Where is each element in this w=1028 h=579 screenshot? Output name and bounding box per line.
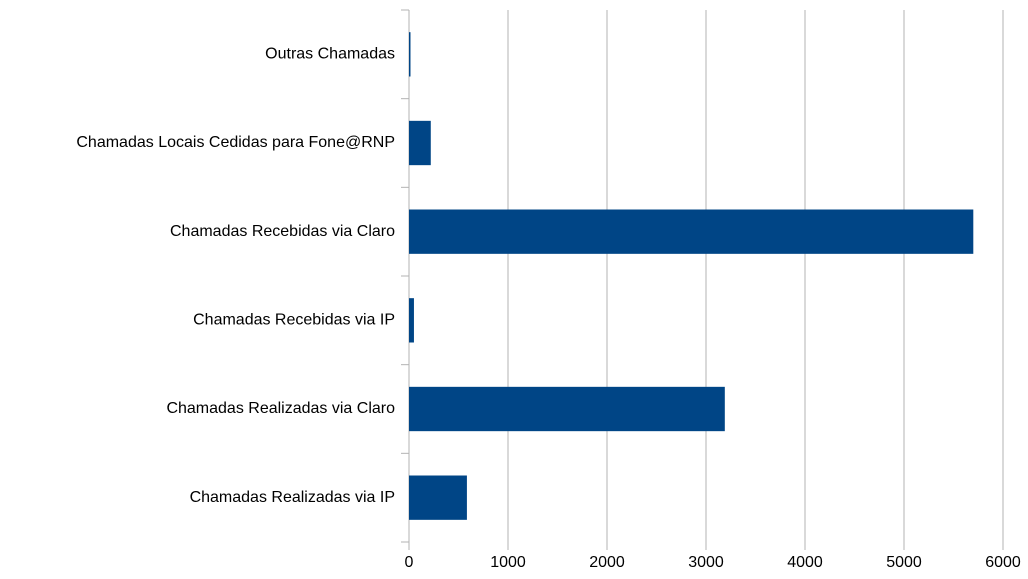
x-tick-label: 2000 (589, 554, 625, 571)
x-tick-label: 1000 (490, 554, 526, 571)
y-tick-label: Outras Chamadas (265, 46, 395, 63)
x-tick-label: 3000 (688, 554, 724, 571)
bar (409, 475, 467, 520)
y-tick-label: Chamadas Recebidas via IP (193, 312, 395, 329)
bar (409, 298, 414, 343)
y-tick-label: Chamadas Realizadas via IP (190, 489, 395, 506)
bar (409, 32, 411, 77)
y-tick-label: Chamadas Recebidas via Claro (170, 223, 395, 240)
bar (409, 386, 725, 432)
x-tick-label: 4000 (787, 554, 823, 571)
bar (409, 120, 431, 166)
x-tick-label: 6000 (985, 554, 1021, 571)
bar (409, 209, 974, 254)
y-tick-label: Chamadas Locais Cedidas para Fone@RNP (76, 134, 395, 151)
x-tick-label: 0 (405, 554, 414, 571)
x-tick-label: 5000 (886, 554, 922, 571)
y-tick-label: Chamadas Realizadas via Claro (166, 400, 395, 417)
